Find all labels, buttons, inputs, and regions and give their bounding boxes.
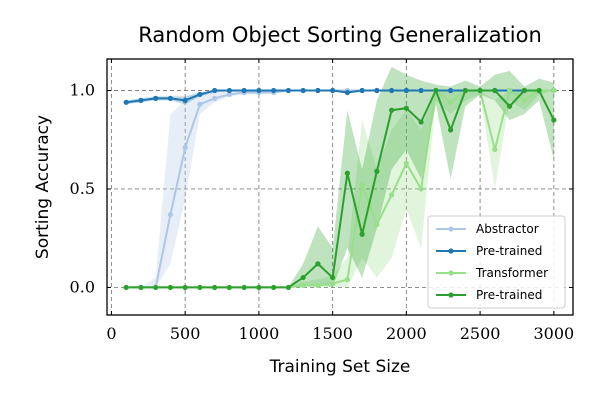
x-tick-label: 1500	[312, 324, 353, 343]
data-point	[167, 284, 174, 291]
data-point	[197, 91, 203, 98]
data-point	[344, 89, 350, 96]
x-axis-label: Training Set Size	[269, 357, 411, 377]
x-tick-label: 2000	[386, 324, 427, 343]
y-tick-label: 1.0	[70, 81, 95, 100]
legend-marker	[448, 270, 454, 276]
data-point	[389, 192, 395, 198]
legend-label: Transformer	[475, 266, 548, 280]
data-point	[182, 97, 188, 103]
data-point	[374, 221, 380, 228]
data-point	[271, 87, 277, 94]
data-point	[403, 160, 409, 166]
data-point	[241, 284, 247, 291]
x-tick-label: 500	[170, 324, 201, 343]
data-point	[477, 87, 483, 94]
y-axis-ticks: 0.0 0.5 1.0	[70, 81, 573, 296]
legend-label: Abstractor	[476, 222, 539, 236]
data-point	[344, 276, 350, 283]
data-point	[551, 87, 557, 94]
data-point	[418, 87, 424, 94]
data-point	[492, 146, 498, 153]
legend-label: Pre-trained	[476, 244, 542, 258]
data-point	[212, 87, 218, 94]
data-point	[330, 280, 336, 287]
data-point	[315, 87, 321, 94]
data-point	[212, 284, 218, 291]
data-point	[197, 101, 203, 107]
data-point	[123, 99, 129, 105]
data-point	[256, 87, 262, 94]
x-axis-ticks: 0 500 1000 1500 2000 2500 3000	[106, 59, 574, 343]
data-point	[315, 261, 321, 267]
data-point	[433, 87, 439, 94]
data-point	[300, 87, 306, 94]
x-tick-label: 3000	[533, 324, 574, 343]
y-tick-label: 0.5	[70, 179, 95, 198]
legend-marker	[448, 292, 454, 298]
data-point	[271, 284, 277, 291]
data-point	[374, 168, 380, 174]
legend-marker	[448, 248, 454, 254]
data-point	[448, 87, 454, 94]
plot-frame	[106, 58, 574, 316]
data-point	[506, 103, 513, 109]
chart-title: Random Object Sorting Generalization	[138, 23, 542, 47]
data-point	[300, 274, 306, 281]
data-point	[521, 87, 527, 94]
data-point	[418, 186, 424, 192]
data-point	[359, 231, 365, 237]
data-point	[226, 91, 232, 98]
data-point	[330, 274, 336, 281]
data-point	[300, 282, 306, 289]
legend: Abstractor Pre-trained Transformer Pre-trai…	[427, 215, 566, 309]
data-point	[448, 127, 454, 133]
data-point	[153, 284, 159, 291]
data-point	[344, 170, 350, 176]
data-point	[448, 99, 454, 105]
x-tick-label: 1000	[239, 324, 280, 343]
data-point	[315, 282, 321, 289]
data-point	[138, 97, 144, 103]
data-point	[212, 95, 218, 101]
data-point	[506, 87, 513, 94]
data-point	[403, 105, 409, 111]
data-point	[403, 87, 409, 94]
legend-box	[427, 215, 566, 309]
data-point	[241, 87, 247, 94]
data-point	[389, 107, 395, 113]
data-point	[374, 87, 380, 94]
data-point	[418, 119, 424, 125]
data-point	[138, 284, 144, 291]
series-points	[123, 87, 557, 291]
data-point	[167, 211, 174, 218]
data-point	[492, 87, 498, 94]
x-tick-label: 0	[106, 324, 116, 343]
data-point	[123, 284, 129, 291]
y-tick-label: 0.0	[70, 277, 95, 296]
data-point	[536, 87, 542, 94]
y-axis-label: Sorting Accuracy	[33, 115, 53, 259]
data-point	[153, 95, 159, 101]
data-point	[551, 117, 557, 123]
data-point	[197, 284, 203, 291]
data-point	[359, 87, 365, 94]
legend-marker	[448, 226, 454, 232]
data-point	[462, 87, 468, 94]
data-point	[182, 145, 188, 151]
data-point	[226, 87, 232, 94]
data-point	[256, 284, 262, 291]
data-point	[285, 284, 291, 291]
x-tick-label: 2500	[460, 324, 501, 343]
data-point	[330, 87, 336, 94]
data-point	[226, 284, 232, 291]
data-point	[521, 97, 527, 103]
data-point	[389, 87, 395, 94]
data-point	[285, 87, 291, 94]
data-point	[359, 182, 365, 188]
data-point	[182, 284, 188, 291]
legend-label: Pre-trained	[476, 288, 542, 302]
data-point	[167, 95, 174, 101]
